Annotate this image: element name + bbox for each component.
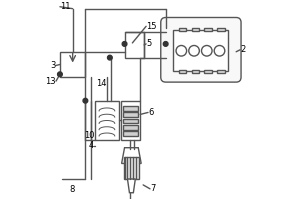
Circle shape [189,45,199,56]
Bar [123,125,138,130]
Polygon shape [122,148,141,163]
Text: 14: 14 [96,79,107,88]
Bar [204,28,212,31]
Text: 3: 3 [51,61,56,70]
FancyBboxPatch shape [161,17,241,82]
Text: 6: 6 [148,108,153,117]
Bar [173,30,228,71]
Bar [192,28,199,31]
Bar [124,32,144,58]
Bar [217,70,225,73]
Polygon shape [128,179,135,193]
Text: 5: 5 [146,39,151,48]
Circle shape [214,45,225,56]
Text: 11: 11 [60,2,70,11]
Bar [123,112,138,117]
Circle shape [83,98,88,103]
Text: 13: 13 [45,77,56,86]
Circle shape [122,42,127,46]
Text: 4: 4 [89,141,94,150]
Bar [123,106,138,111]
Text: 10: 10 [84,131,94,140]
Bar [123,131,138,136]
Bar [95,101,119,140]
Circle shape [176,45,187,56]
Text: 15: 15 [146,22,157,31]
Bar [179,28,186,31]
Bar [123,119,138,123]
Bar [60,52,85,77]
Bar [192,70,199,73]
Bar [204,70,212,73]
Circle shape [202,45,212,56]
Circle shape [58,72,62,77]
Bar [179,70,186,73]
Circle shape [107,55,112,60]
Bar [217,28,225,31]
Text: 8: 8 [69,185,74,194]
Text: 7: 7 [150,184,155,193]
Circle shape [163,42,168,46]
Text: 2: 2 [240,45,245,54]
Bar [121,101,140,140]
Bar [124,157,139,179]
